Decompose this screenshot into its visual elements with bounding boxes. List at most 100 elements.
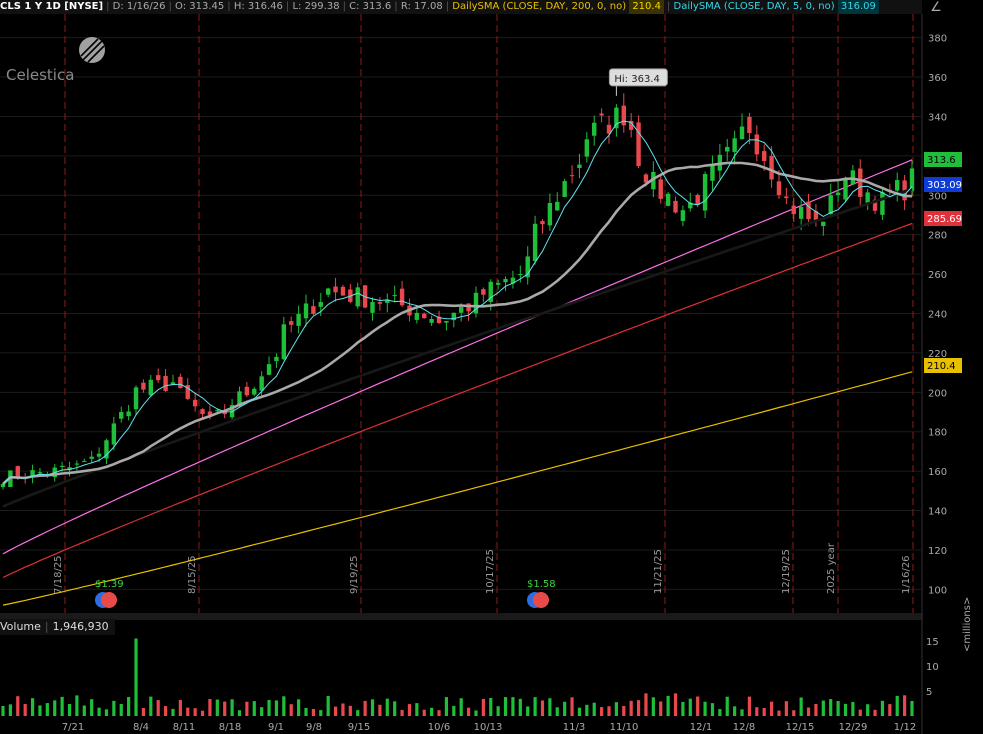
candle-body: [451, 312, 457, 321]
sma200-study-label[interactable]: DailySMA (CLOSE, DAY, 200, 0, no): [452, 1, 627, 12]
volume-bar: [400, 709, 404, 716]
candle-body: [555, 201, 560, 211]
sma5-line: [2, 120, 913, 485]
candle-body: [643, 174, 649, 183]
volume-bar: [592, 702, 596, 716]
volume-bar: [156, 700, 160, 716]
volume-bar: [703, 701, 707, 716]
y-tick-label: 200: [928, 388, 947, 399]
candle-body: [185, 385, 190, 399]
volume-bar: [481, 698, 485, 716]
x-tick-label: 10/6: [428, 722, 450, 733]
volume-bar: [141, 707, 146, 716]
volume-bar: [496, 706, 500, 716]
candle-body: [872, 199, 878, 211]
x-tick-label: 9/1: [268, 722, 284, 733]
volume-bar: [895, 695, 899, 716]
low-label: L: 299.38: [292, 1, 340, 12]
volume-bar: [82, 705, 86, 716]
volume-bar: [75, 695, 79, 716]
celestica-mark-icon: [79, 37, 105, 63]
candle-body: [281, 324, 287, 360]
y-tick-label: 240: [928, 310, 947, 321]
divider-label: 12/19/25: [781, 549, 792, 594]
candle-body: [577, 164, 582, 169]
candle-body: [813, 211, 819, 221]
candle-body: [15, 466, 20, 479]
high-label: H: 316.46: [233, 1, 283, 12]
candle-body: [532, 223, 538, 261]
volume-bar: [622, 705, 626, 716]
x-tick-label: 12/1: [690, 722, 712, 733]
volume-bar: [326, 695, 330, 716]
volume-bar: [888, 704, 892, 716]
volume-bar: [237, 710, 242, 716]
volume-bar: [178, 699, 182, 716]
candle-body: [843, 179, 848, 200]
volume-tick-label: 15: [926, 637, 939, 648]
volume-bar: [563, 701, 567, 716]
y-tick-label: 260: [928, 270, 947, 281]
candle-body: [392, 295, 397, 297]
volume-bar: [755, 707, 759, 716]
drawing-tools-icon[interactable]: ∠: [930, 0, 942, 15]
candle-body: [547, 202, 553, 226]
candle-body: [835, 192, 841, 195]
candle-body: [747, 116, 752, 133]
sma5-study-label[interactable]: DailySMA (CLOSE, DAY, 5, 0, no): [673, 1, 835, 12]
volume-bar: [119, 703, 123, 716]
volume-bar: [297, 699, 301, 716]
y-tick-label: 180: [928, 428, 947, 439]
high-marker: Hi: 363.4: [608, 68, 668, 87]
volume-bar: [666, 695, 670, 716]
candle-body: [333, 286, 338, 293]
volume-bar: [651, 697, 655, 716]
volume-bar: [193, 708, 197, 716]
volume-bar: [540, 700, 545, 716]
price-badge-label: 313.6: [927, 155, 956, 166]
volume-bar: [97, 707, 101, 716]
y-tick-label: 220: [928, 349, 947, 360]
volume-bar: [104, 709, 109, 716]
candle-body: [688, 202, 693, 209]
volume-bar: [260, 707, 264, 716]
volume-bar: [806, 707, 811, 716]
candle-body: [628, 120, 634, 130]
candle-body: [155, 375, 161, 381]
volume-bar: [415, 703, 419, 716]
symbol-label[interactable]: CLS 1 Y 1D [NYSE]: [0, 1, 104, 12]
candle-body: [621, 105, 626, 126]
volume-bar: [67, 703, 72, 716]
candle-body: [370, 302, 375, 313]
price-axis: [922, 14, 983, 734]
candle-body: [178, 376, 183, 389]
y-tick-label: 100: [928, 585, 947, 596]
volume-tick-label: 5: [926, 687, 932, 698]
volume-bar: [659, 701, 663, 716]
volume-bar: [836, 701, 840, 716]
candle-body: [259, 376, 264, 391]
candle-body: [791, 205, 796, 215]
candle-body: [444, 320, 449, 323]
candle-body: [584, 139, 590, 157]
price-badge: [924, 177, 962, 192]
candle-body: [215, 410, 220, 412]
volume-bar: [38, 705, 42, 716]
y-tick-label: 120: [928, 546, 947, 557]
candle-body: [296, 313, 301, 326]
volume-bar: [873, 709, 877, 716]
sma50-line: [2, 188, 913, 508]
x-tick-label: 8/18: [219, 722, 241, 733]
volume-bar: [740, 709, 744, 716]
volume-bar: [452, 705, 456, 716]
volume-label[interactable]: Volume: [0, 620, 41, 633]
candle-body: [104, 440, 109, 459]
candle-body: [325, 288, 331, 295]
volume-bar: [688, 698, 692, 716]
pane-separator: [0, 613, 922, 620]
candle-body: [828, 195, 833, 215]
candle-body: [133, 387, 139, 410]
y-tick-label: 280: [928, 231, 947, 242]
volume-bar: [533, 697, 537, 716]
